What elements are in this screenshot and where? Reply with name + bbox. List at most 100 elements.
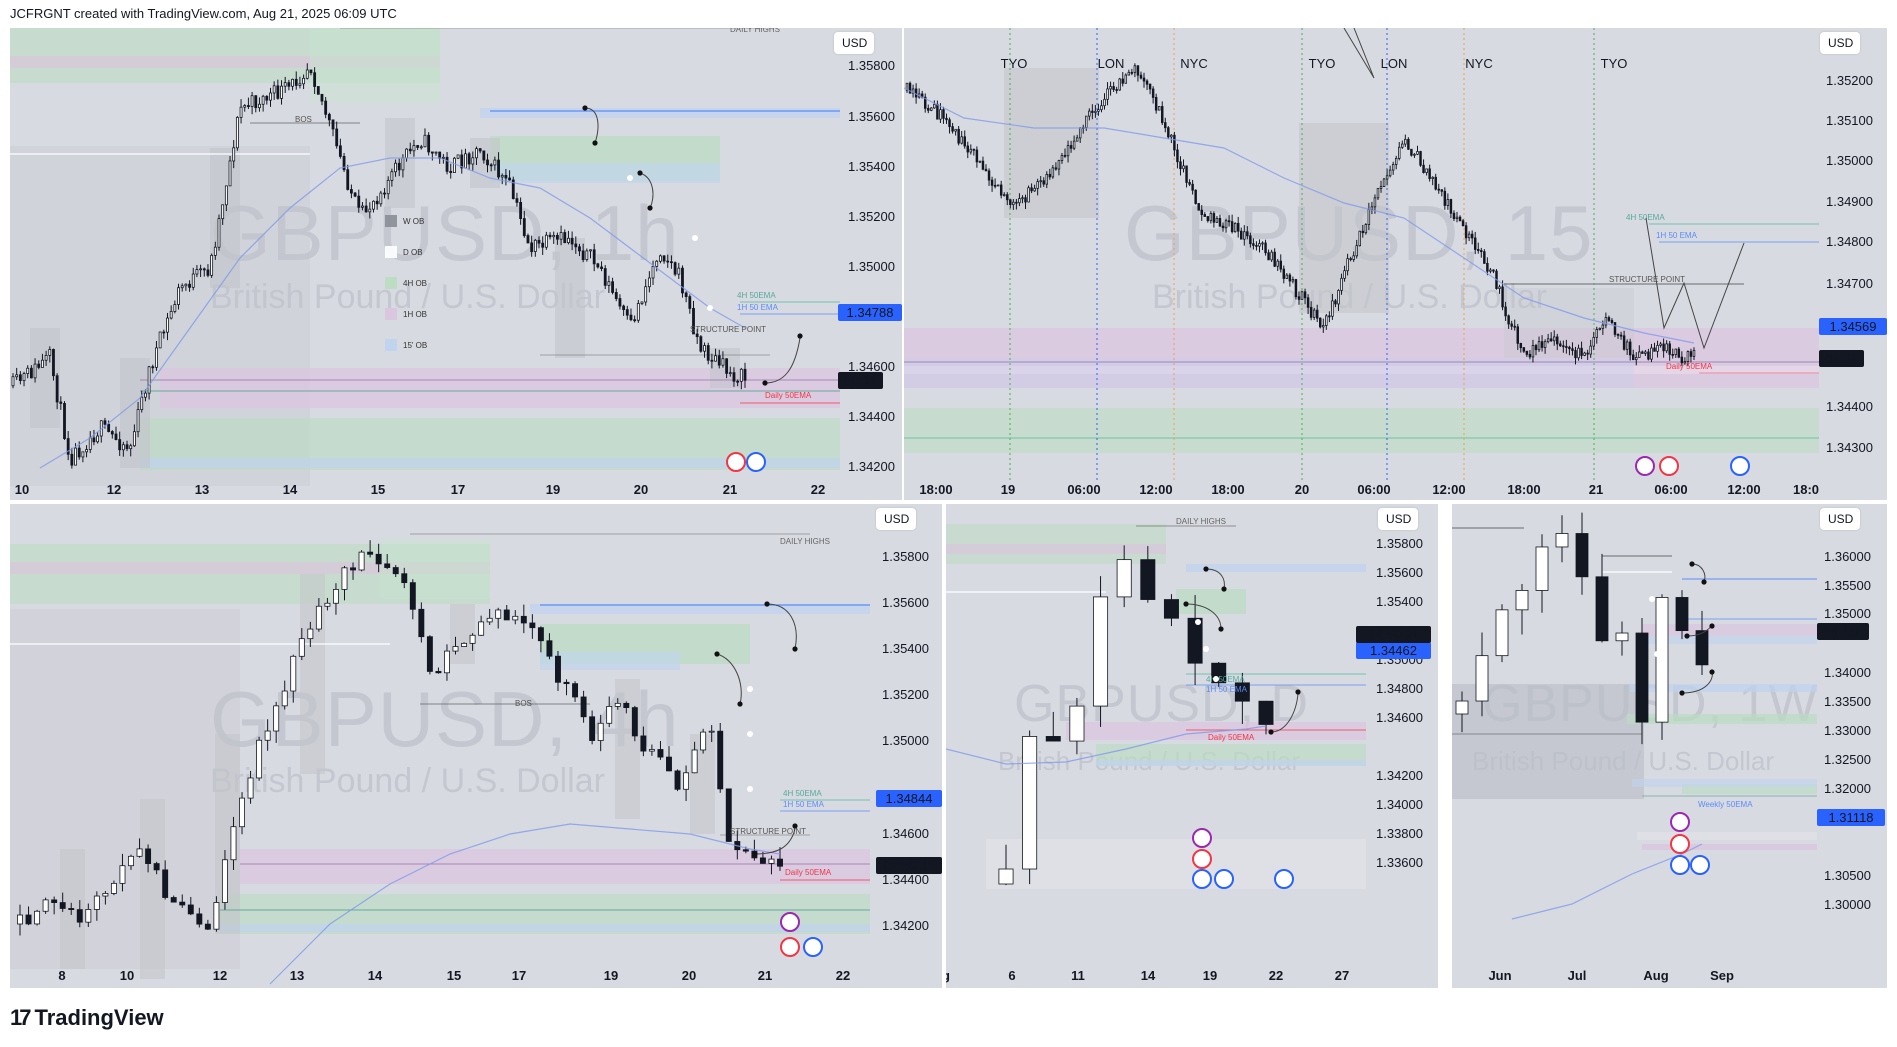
order-block-zone	[1627, 714, 1817, 724]
y-axis-tick-label: 1.34800	[1826, 234, 1873, 249]
candle-bull	[1659, 343, 1662, 346]
candle-bear	[945, 117, 948, 121]
candle-bull	[305, 69, 309, 79]
candle-bear	[1045, 736, 1061, 742]
chart-panel-daily[interactable]: GBPUSD, D British Pound / U.S. Dollar DA…	[946, 504, 1438, 988]
candle-bull	[136, 409, 140, 433]
projection-point	[752, 851, 758, 857]
projection-point	[1689, 561, 1695, 567]
candle-bull	[1644, 351, 1647, 354]
candle-bull	[739, 368, 743, 382]
projection-point	[764, 601, 770, 607]
y-axis-tick-label: 1.34200	[882, 918, 929, 933]
candle-bear	[504, 174, 508, 179]
candle-bull	[1291, 279, 1295, 282]
x-axis-tick-label: Jun	[1488, 968, 1511, 983]
candle-bear	[519, 201, 523, 219]
candle-bull	[567, 237, 570, 244]
candle-bull	[640, 301, 644, 304]
y-axis-tick-label: 1.34300	[1826, 440, 1873, 455]
candle-bear	[1309, 306, 1313, 318]
candle-bull	[281, 690, 288, 707]
candle-bear	[1680, 356, 1684, 364]
candle-bull	[533, 239, 537, 252]
order-block-zone	[1632, 779, 1817, 787]
countdown-box	[838, 372, 883, 389]
chart-panel-4h[interactable]: GBPUSD, 4h British Pound / U.S. Dollar D…	[10, 504, 942, 988]
x-axis-tick-label: 13	[195, 482, 209, 497]
order-block-zone	[480, 108, 840, 118]
y-axis-tick-label: 1.33800	[1376, 826, 1423, 841]
candle-bear	[449, 170, 453, 173]
candle-bull	[1097, 109, 1100, 112]
candle-bull	[191, 273, 195, 288]
candle-bear	[350, 567, 356, 571]
y-axis-tick-label: 1.32000	[1824, 781, 1871, 796]
candle-bear	[908, 82, 912, 94]
x-axis-tick-label: Jul	[1568, 968, 1587, 983]
candle-bear	[460, 154, 464, 169]
currency-button[interactable]: USD	[1820, 508, 1860, 530]
currency-button[interactable]: USD	[834, 32, 874, 54]
candle-bear	[717, 355, 721, 366]
y-axis-tick-label: 1.36000	[1824, 549, 1871, 564]
candle-bear	[1662, 343, 1665, 352]
session-label: NYC	[1180, 56, 1207, 71]
candle-bear	[383, 192, 386, 195]
candle-bull	[230, 826, 237, 861]
candle-bull	[180, 285, 184, 289]
x-axis-tick-label: 22	[836, 968, 850, 983]
candle-bull	[1604, 317, 1608, 326]
candle-bear	[1273, 251, 1276, 267]
chart-panel-1h[interactable]: GBPUSD, 1h British Pound / U.S. Dollar D…	[10, 28, 902, 500]
event-icon-usd	[1730, 456, 1750, 476]
candle-bull	[1069, 705, 1085, 742]
countdown-box	[876, 857, 942, 874]
candle-bull	[1022, 736, 1038, 870]
x-axis-tick-label: 10	[120, 968, 134, 983]
currency-button[interactable]: USD	[876, 508, 916, 530]
candle-bull	[1072, 140, 1076, 149]
candle-bull	[332, 589, 339, 604]
y-axis-tick-label: 1.32500	[1824, 752, 1871, 767]
order-block-zone	[1647, 636, 1817, 644]
y-axis-tick-label: 1.30000	[1824, 897, 1871, 912]
legend-label: 4H OB	[403, 279, 427, 288]
candle-bear	[1187, 617, 1203, 664]
candle-bull	[1592, 336, 1595, 347]
currency-button[interactable]: USD	[1378, 508, 1418, 530]
candle-bear	[537, 627, 544, 642]
x-axis-tick-label: Sep	[1710, 968, 1734, 983]
projection-point	[1295, 689, 1301, 695]
x-axis-tick-label: 27	[1335, 968, 1349, 983]
ema-line	[946, 725, 1267, 765]
tradingview-logo-icon: 17	[10, 1005, 32, 1030]
currency-button[interactable]: USD	[1820, 32, 1860, 54]
candle-bear	[1151, 88, 1155, 98]
projection-point	[692, 235, 698, 241]
chart-header: JCFRGNT created with TradingView.com, Au…	[10, 6, 397, 21]
candle-bear	[1185, 165, 1188, 183]
candle-bull	[15, 374, 19, 378]
x-axis-tick-label: 15	[371, 482, 385, 497]
projection-point	[1649, 596, 1655, 602]
candle-bear	[1221, 225, 1225, 229]
candle-bear	[384, 563, 391, 568]
candle-bull	[368, 208, 372, 213]
candle-bear	[1571, 348, 1574, 351]
candle-bear	[1252, 243, 1255, 246]
candle-bull	[412, 145, 416, 152]
candle-bear	[416, 145, 420, 148]
event-icon-usd	[803, 937, 823, 957]
chart-annotation-label: Daily 50EMA	[785, 868, 832, 877]
candle-bear	[265, 95, 269, 101]
candle-bear	[1091, 110, 1094, 113]
ema-line	[39, 157, 746, 469]
candle-bull	[441, 156, 445, 159]
candle-bear	[1631, 354, 1635, 361]
x-axis-tick-label: 18:00	[1507, 482, 1540, 497]
chart-panel-weekly[interactable]: GBPUSD, 1W British Pound / U.S. Dollar W…	[1452, 504, 1887, 988]
chart-panel-15m[interactable]: GBPUSD, 15 British Pound / U.S. Dollar S…	[904, 28, 1887, 500]
candle-bull	[471, 157, 475, 165]
candle-bear	[1565, 346, 1568, 348]
